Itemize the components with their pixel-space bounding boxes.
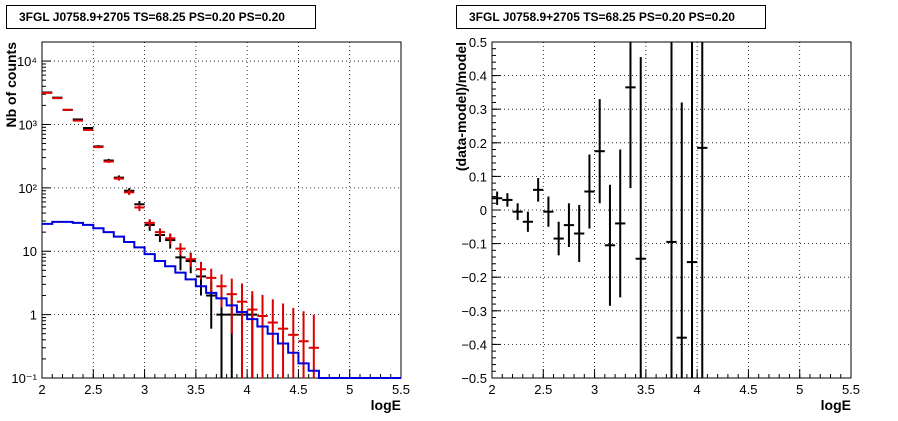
data-point xyxy=(52,97,63,100)
y-tick-label: 1 xyxy=(30,308,37,323)
data-point xyxy=(666,42,677,378)
data-point xyxy=(134,204,145,212)
data-point xyxy=(216,295,227,378)
x-tick-label: 3.5 xyxy=(187,382,205,397)
data-point xyxy=(206,268,217,292)
x-tick-label: 3 xyxy=(591,382,598,397)
y-tick-label: −0.3 xyxy=(461,304,487,319)
data-point xyxy=(686,42,698,378)
data-point xyxy=(635,57,646,378)
data-point xyxy=(83,126,94,129)
data-point xyxy=(615,149,626,298)
data-point xyxy=(62,108,73,111)
x-tick-label: 4 xyxy=(244,382,251,397)
left-chart-title: 3FGL J0758.9+2705 TS=68.25 PS=0.20 PS=0.… xyxy=(6,5,316,29)
x-axis-label: logE xyxy=(821,397,851,413)
data-point xyxy=(236,283,248,378)
data-point xyxy=(502,193,513,207)
y-tick-label: −0.2 xyxy=(461,270,487,285)
data-point xyxy=(288,307,299,378)
data-point xyxy=(298,311,309,378)
data-point xyxy=(93,145,104,149)
data-point xyxy=(103,160,114,164)
data-point xyxy=(492,191,503,205)
x-tick-label: 2 xyxy=(488,382,495,397)
x-tick-label: 5 xyxy=(796,382,803,397)
model-step-line xyxy=(42,220,401,379)
data-point xyxy=(124,189,135,196)
data-point xyxy=(625,42,636,189)
y-tick-label: 10 xyxy=(23,244,37,259)
x-tick-label: 2 xyxy=(38,382,45,397)
x-tick-label: 5.5 xyxy=(842,382,860,397)
y-tick-label: −0.4 xyxy=(461,337,487,352)
data-point xyxy=(584,154,595,229)
data-point xyxy=(165,233,176,245)
x-tick-label: 5 xyxy=(346,382,353,397)
data-point xyxy=(553,221,564,256)
x-tick-label: 3.5 xyxy=(637,382,655,397)
x-tick-label: 4.5 xyxy=(289,382,307,397)
series-1 xyxy=(42,91,319,378)
data-point xyxy=(185,253,196,267)
data-point xyxy=(72,119,84,122)
x-tick-label: 4.5 xyxy=(739,382,757,397)
data-point xyxy=(113,176,125,181)
x-tick-label: 2.5 xyxy=(84,382,102,397)
y-tick-label: 10² xyxy=(18,181,37,196)
y-tick-label: 0.1 xyxy=(469,169,487,184)
right-chart-title: 3FGL J0758.9+2705 TS=68.25 PS=0.20 PS=0.… xyxy=(456,5,766,29)
data-point xyxy=(42,91,53,94)
x-tick-label: 2.5 xyxy=(534,382,552,397)
data-point xyxy=(216,274,227,308)
data-point xyxy=(154,228,166,237)
y-tick-label: 0.5 xyxy=(469,35,487,50)
data-point xyxy=(563,203,575,247)
y-tick-label: −0.5 xyxy=(461,371,487,386)
data-point xyxy=(676,102,687,378)
x-tick-label: 4 xyxy=(694,382,701,397)
x-tick-label: 3 xyxy=(141,382,148,397)
data-point xyxy=(522,211,534,232)
y-tick-label: 10⁻¹ xyxy=(11,371,37,386)
x-axis-label: logE xyxy=(371,397,401,413)
y-tick-label: 0.3 xyxy=(469,102,487,117)
data-point xyxy=(697,42,708,378)
y-axis-label: (data-model)/model xyxy=(453,42,469,171)
data-point xyxy=(195,261,207,280)
data-point xyxy=(308,314,319,378)
data-point xyxy=(533,178,544,202)
data-point xyxy=(574,204,585,263)
data-point xyxy=(594,99,605,204)
data-point xyxy=(247,291,258,378)
y-tick-label: 0.4 xyxy=(469,69,487,84)
series-0 xyxy=(492,42,708,378)
data-point xyxy=(512,203,523,221)
series-2 xyxy=(42,220,401,379)
data-point xyxy=(267,299,278,378)
data-point xyxy=(257,294,268,378)
y-tick-label: 10³ xyxy=(18,117,37,132)
data-point xyxy=(83,128,94,131)
data-point xyxy=(604,184,616,306)
data-point xyxy=(175,243,186,256)
data-point xyxy=(144,219,155,228)
y-tick-label: 10⁴ xyxy=(17,54,37,69)
y-tick-label: 0.2 xyxy=(469,136,487,151)
y-axis-label: Nb of counts xyxy=(3,42,19,128)
y-tick-label: −0.1 xyxy=(461,237,487,252)
data-point xyxy=(543,196,554,227)
y-tick-label: 0 xyxy=(480,203,487,218)
x-tick-label: 5.5 xyxy=(392,382,410,397)
data-point xyxy=(277,303,289,378)
